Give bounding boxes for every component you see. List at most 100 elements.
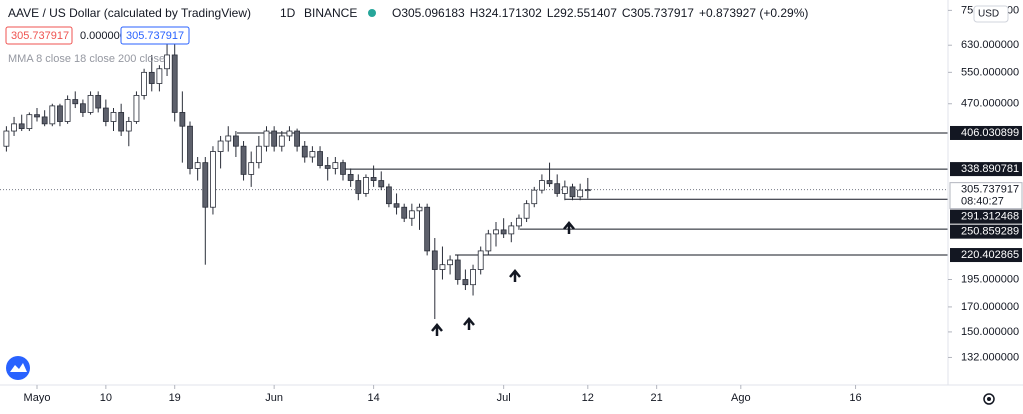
candle-body (309, 151, 316, 158)
arrow (431, 323, 443, 336)
candle-body (301, 145, 308, 158)
market-status (368, 9, 376, 17)
candle-body (447, 259, 454, 266)
candle-body (3, 130, 10, 147)
x-tick-label: 16 (849, 392, 861, 404)
candle-body (355, 180, 362, 194)
settings[interactable] (983, 393, 995, 405)
candle-body (263, 130, 270, 147)
candle-body (561, 186, 568, 194)
logo[interactable] (6, 356, 30, 380)
level-label: 338.890781 (961, 163, 1019, 175)
candle-body (401, 206, 408, 219)
y-tick-label: 195.000000 (961, 273, 1019, 285)
header: AAVE / US Dollar (calculated by TradingV… (5, 6, 808, 65)
y-tick-label: 630.000000 (961, 39, 1019, 51)
y-tick-label: 470.000000 (961, 98, 1019, 110)
candle-body (584, 189, 591, 192)
x-tick-label: 12 (582, 392, 594, 404)
gear-center[interactable] (987, 397, 991, 401)
candle-body (508, 225, 515, 235)
candle-body (332, 162, 339, 169)
candle-body (546, 180, 553, 185)
last-price-label: 305.737917 (961, 184, 1019, 196)
candle-body (462, 279, 469, 286)
plot-area (0, 38, 948, 320)
candle-body (340, 162, 346, 175)
ohlc-value: +0.873927 (+0.29%) (699, 6, 808, 20)
ohlc-value: O305.096183 (392, 6, 465, 20)
candle-body (34, 114, 40, 118)
candle-body (156, 68, 163, 84)
candle-body (80, 103, 86, 113)
candle-body (493, 229, 499, 235)
candle-body (516, 217, 522, 227)
arrow (509, 269, 521, 282)
candle-body (278, 135, 285, 147)
logo-mark[interactable] (10, 363, 27, 372)
level-label-box (950, 248, 1022, 263)
arrow (463, 317, 475, 330)
chart-title: AAVE / US Dollar (calculated by TradingV… (8, 6, 251, 20)
candle-body (187, 125, 193, 169)
candle-body (225, 135, 232, 142)
candle-body (255, 145, 262, 164)
level-label: 406.030899 (961, 127, 1019, 139)
x-tick-label: Jul (497, 392, 511, 404)
y-tick-label: 550.000000 (961, 66, 1019, 78)
candle-body (523, 203, 530, 219)
candle-body (347, 173, 354, 181)
candle-body (408, 210, 415, 219)
candle-body (393, 203, 400, 208)
badge-box (120, 26, 190, 45)
level-label-box (950, 209, 1022, 224)
ohlc-value: H324.171302 (470, 6, 542, 20)
candle-body (248, 162, 255, 175)
candle-body (500, 229, 507, 235)
candle-body (317, 151, 323, 166)
candle-body (232, 135, 239, 147)
currency-button[interactable]: USD (973, 5, 1009, 23)
candle-body (569, 186, 576, 198)
x-tick-label: 14 (367, 392, 379, 404)
candle-body (477, 250, 484, 270)
candle-body (26, 114, 33, 130)
gear[interactable] (983, 393, 995, 405)
candle-body (210, 151, 216, 208)
candle-body (202, 162, 209, 208)
candle-body (102, 107, 109, 122)
x-tick-label: Jun (265, 392, 283, 404)
currency[interactable]: USD (978, 9, 999, 20)
candle-body (554, 183, 561, 194)
level-label: 250.859289 (961, 226, 1019, 238)
badge: 0.000000 (80, 30, 126, 42)
candle-body (454, 259, 461, 280)
candle-body (87, 95, 94, 113)
candle-body (118, 112, 125, 132)
candle-body (11, 123, 17, 132)
candle-body (577, 189, 584, 198)
x-tick-label: 10 (100, 392, 112, 404)
exchange: BINANCE (304, 6, 357, 20)
ohlc: O305.096183 H324.171302 L292.551407 C305.73… (392, 6, 808, 20)
y-tick-label: 150.000000 (961, 326, 1019, 338)
candle-body (164, 54, 170, 70)
level-label-box (950, 162, 1022, 177)
level-label-box (950, 125, 1022, 140)
candle-body (133, 95, 140, 122)
candle-body (370, 177, 377, 181)
candle-body (539, 180, 545, 191)
candle-body (49, 105, 56, 125)
candle-body (171, 54, 178, 113)
candle-body (64, 99, 71, 122)
x-tick-label: 21 (651, 392, 663, 404)
candle-body (148, 71, 155, 84)
candle-body (271, 130, 278, 147)
candle-body (485, 233, 492, 252)
interval: 1D (280, 6, 296, 20)
currency-box[interactable] (973, 5, 1009, 23)
candle-body (194, 162, 201, 169)
candle-body (125, 121, 132, 132)
